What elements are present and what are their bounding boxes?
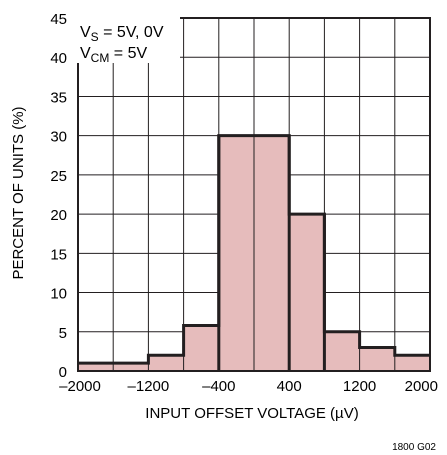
annotation-line-1-sub: S bbox=[91, 30, 99, 44]
plot-frame bbox=[77, 17, 431, 372]
histogram-bar bbox=[78, 363, 114, 371]
y-tick-label: 40 bbox=[50, 50, 67, 67]
annotation-box bbox=[72, 17, 180, 63]
histogram-bar bbox=[183, 325, 219, 371]
annotation-line-2-suffix: = 5V bbox=[109, 45, 147, 62]
x-tick-label: 1200 bbox=[343, 378, 376, 395]
histogram-bars bbox=[78, 134, 430, 371]
x-tick-label: 400 bbox=[277, 378, 302, 395]
annotation-line-2-prefix: V bbox=[80, 45, 91, 62]
y-tick-labels: 0 5 10 15 20 25 30 35 40 45 bbox=[50, 11, 67, 381]
x-tick-labels: –2000 –1200 –400 400 1200 2000 bbox=[59, 378, 438, 395]
y-tick-label: 20 bbox=[50, 207, 67, 224]
y-tick-label: 25 bbox=[50, 168, 67, 185]
y-tick-label: 15 bbox=[50, 246, 67, 263]
annotation-line-2: VCM = 5V bbox=[80, 45, 147, 65]
y-tick-label: 45 bbox=[50, 11, 67, 28]
histogram-bar bbox=[218, 135, 254, 371]
histogram-bar bbox=[324, 331, 360, 371]
histogram-bar bbox=[148, 355, 184, 371]
x-tick-label: –400 bbox=[202, 378, 235, 395]
x-tick-label: –2000 bbox=[59, 378, 101, 395]
y-tick-label: 0 bbox=[59, 364, 67, 381]
annotation-line-1: VS = 5V, 0V bbox=[80, 24, 164, 44]
y-tick-label: 35 bbox=[50, 89, 67, 106]
annotation-line-1-prefix: V bbox=[80, 24, 91, 41]
figure-code: 1800 G02 bbox=[392, 442, 436, 453]
x-tick-label: –1200 bbox=[128, 378, 170, 395]
histogram-bar bbox=[289, 214, 325, 371]
y-tick-label: 30 bbox=[50, 129, 67, 146]
x-tick-label: 2000 bbox=[405, 378, 438, 395]
y-tick-label: 10 bbox=[50, 286, 67, 303]
histogram-bar bbox=[254, 135, 290, 371]
annotation-line-1-suffix: = 5V, 0V bbox=[99, 24, 164, 41]
y-tick-label: 5 bbox=[59, 325, 67, 342]
histogram-bar bbox=[359, 347, 395, 371]
x-axis-label: INPUT OFFSET VOLTAGE (µV) bbox=[145, 405, 358, 422]
histogram-bar bbox=[394, 355, 430, 371]
annotation-line-2-sub: CM bbox=[91, 51, 110, 65]
histogram-bar bbox=[113, 363, 149, 371]
y-axis-label: PERCENT OF UNITS (%) bbox=[10, 106, 27, 279]
